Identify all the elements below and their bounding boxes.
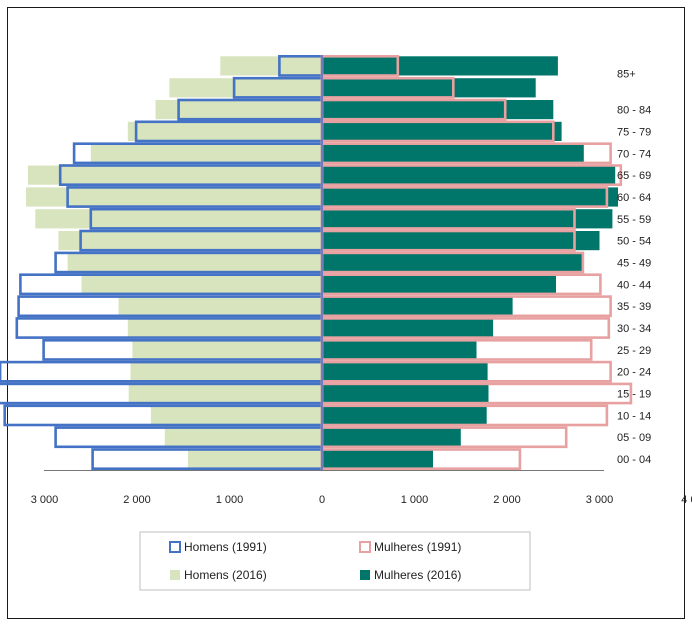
mulheres-2016-bar	[322, 121, 562, 141]
mulheres-2016-bar	[322, 340, 477, 360]
x-tick-label: 4 00	[681, 494, 692, 506]
y-tick-label: 25 - 29	[617, 345, 651, 357]
x-tick-label: 1 000	[216, 494, 244, 506]
y-tick-label: 05 - 09	[617, 432, 651, 444]
homens-2016-bar	[27, 165, 323, 185]
mulheres-2016-bar	[322, 78, 536, 98]
y-tick-label: 55 - 59	[617, 214, 651, 226]
mulheres-2016-bar	[322, 143, 584, 163]
homens-2016-bar	[26, 187, 322, 207]
mulheres-2016-bar	[322, 383, 489, 404]
homens-2016-bar	[58, 231, 323, 251]
homens-2016-bar	[90, 143, 323, 163]
homens-2016-bar	[81, 274, 322, 294]
homens-2016-bar	[128, 383, 322, 404]
homens-1991-legend-label: Homens (1991)	[184, 540, 267, 554]
y-tick-label: 75 - 79	[617, 126, 651, 138]
y-tick-label: 80 - 84	[617, 105, 651, 117]
homens-2016-legend-swatch	[170, 570, 180, 580]
mulheres-2016-bar	[322, 100, 554, 120]
mulheres-2016-bar	[322, 56, 558, 76]
mulheres-1991-legend-label: Mulheres (1991)	[374, 540, 461, 554]
mulheres-2016-bar	[322, 296, 513, 316]
y-tick-label: 60 - 64	[617, 192, 651, 204]
homens-2016-bar	[169, 78, 322, 98]
mulheres-2016-bar	[322, 231, 600, 251]
mulheres-2016-series	[322, 56, 618, 469]
homens-2016-bar	[118, 296, 322, 316]
homens-2016-bar	[220, 56, 323, 76]
mulheres-2016-bar	[322, 252, 583, 273]
homens-2016-bar	[35, 209, 323, 229]
y-tick-label: 85+	[617, 69, 636, 81]
homens-2016-bar	[132, 340, 322, 360]
mulheres-2016-legend-swatch	[360, 570, 370, 580]
y-tick-label: 10 - 14	[617, 410, 651, 422]
x-tick-label: 2 000	[123, 494, 151, 506]
homens-2016-bar	[67, 252, 322, 273]
mulheres-2016-bar	[322, 209, 613, 229]
y-tick-label: 15 - 19	[617, 389, 651, 401]
homens-2016-bar	[150, 405, 322, 425]
homens-2016-bar	[127, 318, 323, 338]
x-tick-label: 3 000	[31, 494, 59, 506]
mulheres-2016-bar	[322, 187, 618, 207]
mulheres-2016-bar	[322, 405, 487, 425]
y-tick-labels: 00 - 04 05 - 09 10 - 14 15 - 19 20 - 24 25 - …	[617, 69, 651, 467]
y-tick-label: 70 - 74	[617, 148, 651, 160]
mulheres-1991-legend-swatch	[359, 541, 371, 553]
mulheres-2016-bar	[322, 165, 616, 185]
y-tick-label: 40 - 44	[617, 279, 651, 291]
mulheres-2016-bar	[322, 362, 488, 382]
y-tick-label: 50 - 54	[617, 236, 651, 248]
homens-2016-legend-label: Homens (2016)	[184, 568, 267, 582]
legend-box	[139, 531, 531, 591]
legend: Homens (1991) Mulheres (1991) Homens (2016…	[139, 531, 531, 591]
homens-2016-bar	[187, 449, 322, 469]
y-tick-label: 45 - 49	[617, 258, 651, 270]
mulheres-2016-bar	[322, 318, 494, 338]
homens-2016-bar	[164, 427, 323, 447]
homens-2016-bar	[155, 100, 322, 120]
y-tick-label: 35 - 39	[617, 301, 651, 313]
homens-2016-bar	[130, 362, 322, 382]
mulheres-2016-bar	[322, 274, 556, 294]
mulheres-2016-bar	[322, 449, 433, 469]
x-tick-label: 3 000	[586, 494, 614, 506]
y-tick-label: 30 - 34	[617, 323, 651, 335]
y-tick-label: 00 - 04	[617, 454, 651, 466]
mulheres-2016-legend-label: Mulheres (2016)	[374, 568, 461, 582]
homens-2016-series	[26, 56, 323, 469]
homens-2016-bar	[127, 121, 323, 141]
homens-1991-legend-swatch	[169, 541, 181, 553]
mulheres-2016-bar	[322, 427, 461, 447]
y-tick-label: 20 - 24	[617, 367, 651, 379]
x-tick-label: 1 000	[401, 494, 429, 506]
x-tick-label: 2 000	[493, 494, 521, 506]
y-tick-label: 65 - 69	[617, 170, 651, 182]
x-tick-label: 0	[319, 494, 325, 506]
